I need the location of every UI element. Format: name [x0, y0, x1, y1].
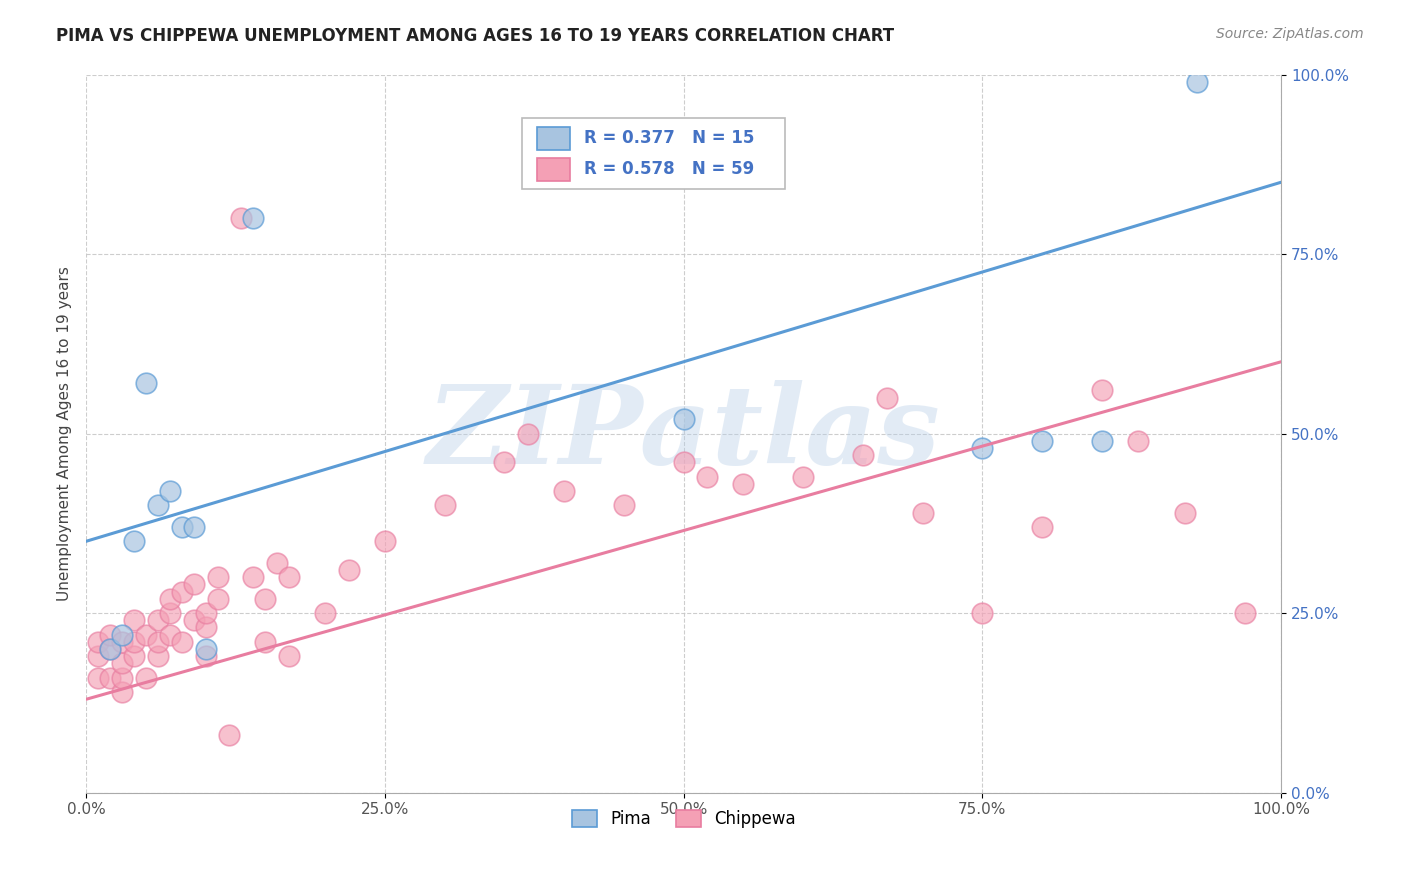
- Point: [672, 455, 695, 469]
- Point: [553, 483, 575, 498]
- Text: R = 0.377   N = 15: R = 0.377 N = 15: [585, 129, 755, 147]
- Point: [122, 613, 145, 627]
- Point: [135, 376, 157, 391]
- Point: [278, 649, 301, 664]
- FancyBboxPatch shape: [537, 127, 569, 150]
- Point: [1187, 75, 1209, 89]
- Point: [146, 635, 169, 649]
- Point: [159, 606, 181, 620]
- Point: [266, 556, 288, 570]
- Point: [494, 455, 516, 469]
- Point: [170, 635, 193, 649]
- Point: [972, 606, 994, 620]
- Text: Source: ZipAtlas.com: Source: ZipAtlas.com: [1216, 27, 1364, 41]
- Point: [111, 628, 134, 642]
- Point: [135, 628, 157, 642]
- Point: [1091, 434, 1114, 448]
- Text: ZIPatlas: ZIPatlas: [426, 380, 941, 487]
- Point: [146, 613, 169, 627]
- Point: [852, 448, 875, 462]
- Point: [972, 441, 994, 455]
- Point: [254, 635, 277, 649]
- Point: [194, 606, 217, 620]
- Point: [337, 563, 360, 577]
- Point: [159, 628, 181, 642]
- Text: R = 0.578   N = 59: R = 0.578 N = 59: [585, 161, 755, 178]
- Point: [122, 534, 145, 549]
- Point: [613, 499, 636, 513]
- Point: [159, 483, 181, 498]
- Y-axis label: Unemployment Among Ages 16 to 19 years: Unemployment Among Ages 16 to 19 years: [58, 266, 72, 601]
- Point: [207, 570, 229, 584]
- Point: [146, 649, 169, 664]
- Point: [911, 506, 934, 520]
- Point: [876, 391, 898, 405]
- Point: [374, 534, 396, 549]
- Point: [194, 620, 217, 634]
- Point: [111, 635, 134, 649]
- Text: PIMA VS CHIPPEWA UNEMPLOYMENT AMONG AGES 16 TO 19 YEARS CORRELATION CHART: PIMA VS CHIPPEWA UNEMPLOYMENT AMONG AGES…: [56, 27, 894, 45]
- Point: [98, 642, 121, 657]
- Point: [1126, 434, 1149, 448]
- FancyBboxPatch shape: [537, 158, 569, 181]
- Point: [135, 671, 157, 685]
- Point: [733, 476, 755, 491]
- Point: [183, 613, 205, 627]
- Point: [314, 606, 336, 620]
- Point: [98, 642, 121, 657]
- Point: [170, 520, 193, 534]
- Point: [1234, 606, 1257, 620]
- Point: [170, 584, 193, 599]
- Point: [278, 570, 301, 584]
- Point: [183, 577, 205, 591]
- Point: [792, 469, 814, 483]
- Point: [111, 685, 134, 699]
- FancyBboxPatch shape: [522, 118, 785, 189]
- Point: [1174, 506, 1197, 520]
- Point: [1091, 384, 1114, 398]
- Point: [183, 520, 205, 534]
- Point: [672, 412, 695, 426]
- Point: [433, 499, 456, 513]
- Point: [696, 469, 718, 483]
- Point: [254, 591, 277, 606]
- Point: [207, 591, 229, 606]
- Point: [194, 642, 217, 657]
- Point: [111, 657, 134, 671]
- Point: [231, 211, 253, 226]
- Point: [146, 499, 169, 513]
- Point: [87, 649, 110, 664]
- Point: [98, 628, 121, 642]
- Point: [242, 211, 264, 226]
- Point: [242, 570, 264, 584]
- Point: [87, 635, 110, 649]
- Point: [194, 649, 217, 664]
- Point: [517, 426, 540, 441]
- Point: [111, 671, 134, 685]
- Point: [122, 649, 145, 664]
- Point: [1031, 520, 1053, 534]
- Point: [87, 671, 110, 685]
- Point: [218, 728, 240, 742]
- Legend: Pima, Chippewa: Pima, Chippewa: [565, 803, 803, 835]
- Point: [122, 635, 145, 649]
- Point: [1031, 434, 1053, 448]
- Point: [159, 591, 181, 606]
- Point: [98, 671, 121, 685]
